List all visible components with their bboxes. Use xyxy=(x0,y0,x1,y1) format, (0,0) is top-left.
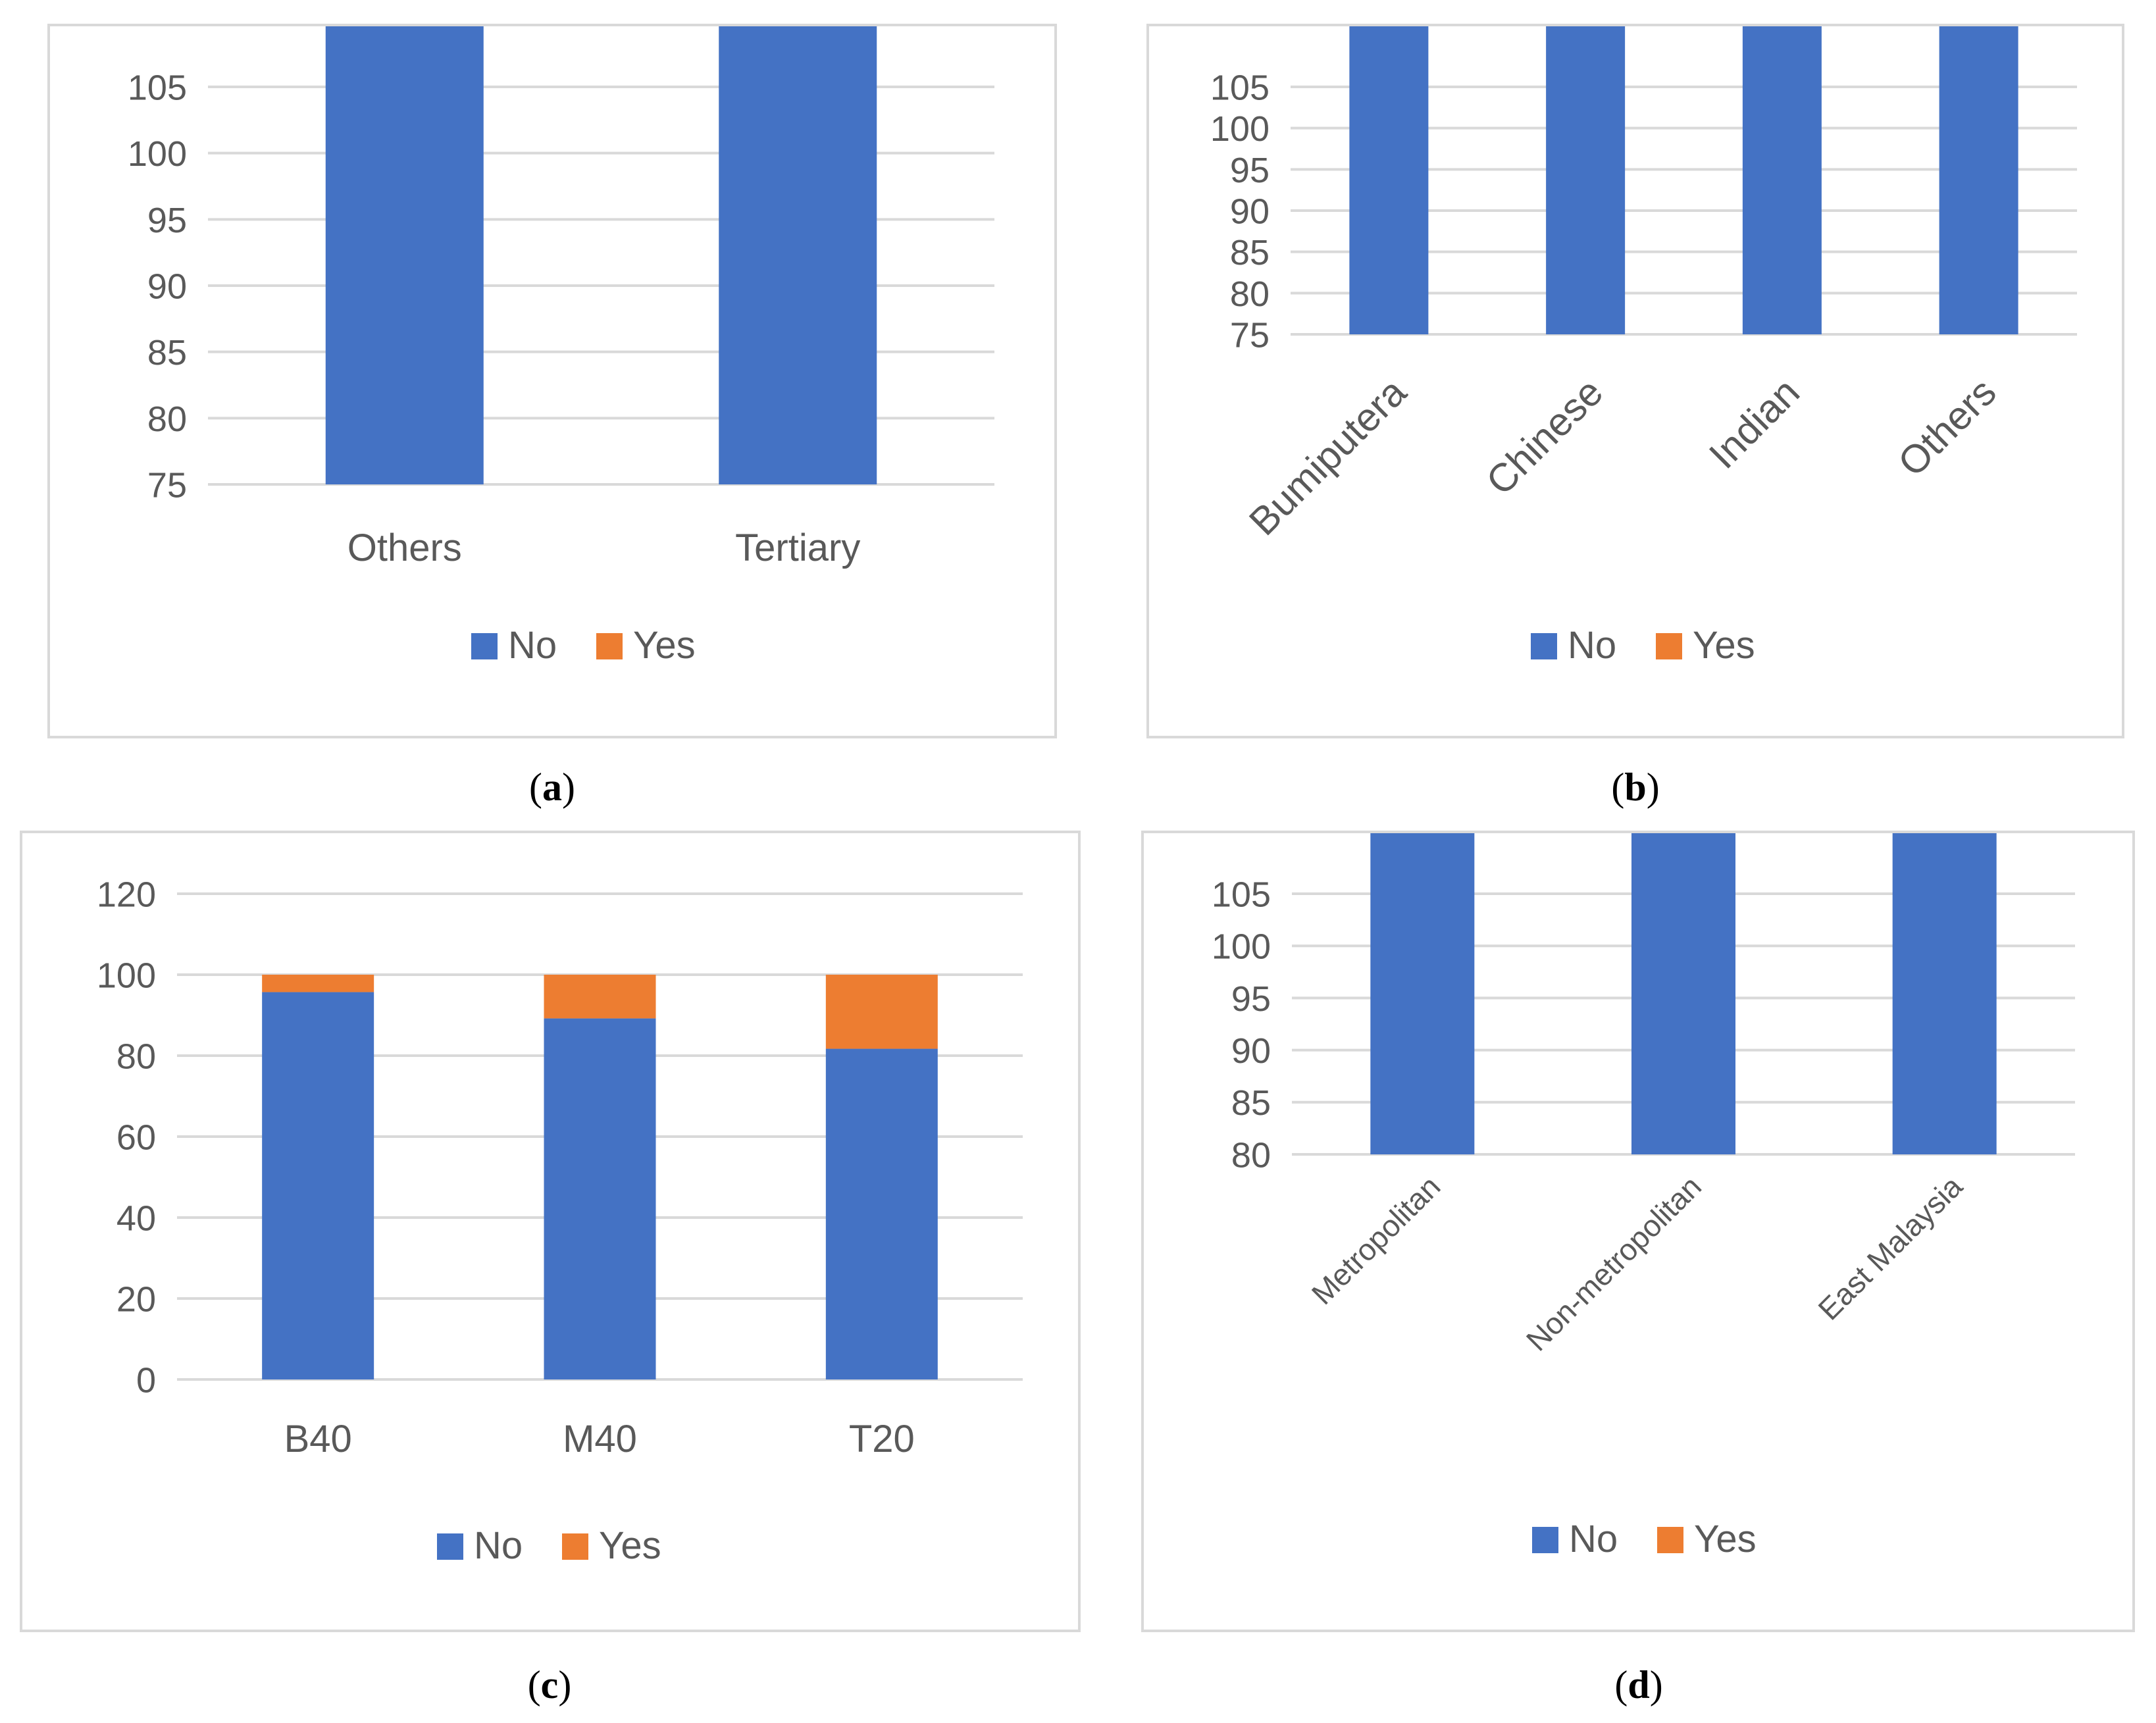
bar-no xyxy=(1546,26,1626,335)
bar-no xyxy=(262,992,374,1379)
y-tick-label: 95 xyxy=(147,201,187,240)
y-tick-label: 85 xyxy=(147,333,187,373)
y-tick-label: 20 xyxy=(116,1279,156,1319)
y-tick-label: 120 xyxy=(97,875,156,914)
chart-panel-d: 80 85 90 95 100 105 Metropolitan Non-metropolit… xyxy=(1141,831,2135,1632)
chart-panel-c: 0 20 40 60 80 100 120 B40 M40 T20 No Yes xyxy=(20,831,1081,1632)
bar-yes xyxy=(544,975,656,1019)
legend-label-yes: Yes xyxy=(1694,1518,1757,1560)
legend-label-no: No xyxy=(474,1524,523,1567)
chart-svg-d: 80 85 90 95 100 105 Metropolitan Non-metropolit… xyxy=(1212,833,2075,1560)
y-tick-label: 90 xyxy=(147,267,187,306)
legend-swatch-yes xyxy=(596,633,623,659)
caption-a: (a) xyxy=(529,765,575,809)
y-tick-label: 100 xyxy=(1210,109,1270,149)
y-tick-label: 60 xyxy=(116,1118,156,1157)
y-tick-label: 75 xyxy=(1230,315,1270,355)
y-tick-label: 105 xyxy=(1212,875,1271,914)
y-tick-label: 0 xyxy=(136,1360,156,1400)
y-tick-label: 40 xyxy=(116,1198,156,1238)
chart-panel-a: 75 80 85 90 95 100 105 Others Tertiary No Yes xyxy=(47,24,1057,738)
bar-no xyxy=(1370,833,1475,1154)
x-category-label: Tertiary xyxy=(735,527,860,569)
caption-d-letter: d xyxy=(1628,1663,1650,1707)
x-category-label: Indian xyxy=(1701,370,1808,477)
y-tick-label: 85 xyxy=(1231,1083,1271,1123)
bar-no xyxy=(825,1048,938,1379)
y-tick-label: 95 xyxy=(1230,151,1270,190)
x-category-label: East Malaysia xyxy=(1811,1169,1969,1327)
x-category-label: Chinese xyxy=(1477,370,1611,503)
y-tick-label: 95 xyxy=(1231,979,1271,1019)
legend-swatch-yes xyxy=(562,1533,588,1560)
caption-a-letter: a xyxy=(542,765,562,809)
legend-label-no: No xyxy=(1568,624,1616,667)
y-tick-label: 105 xyxy=(128,68,187,107)
bar-no xyxy=(1631,833,1735,1154)
bar-yes xyxy=(825,975,938,1049)
y-tick-label: 105 xyxy=(1210,68,1270,107)
chart-svg-c: 0 20 40 60 80 100 120 B40 M40 T20 No Yes xyxy=(97,875,1023,1567)
bar-yes xyxy=(262,975,374,992)
bar-no xyxy=(544,1018,656,1379)
legend-swatch-no xyxy=(1531,633,1557,659)
x-category-label: Metropolitan xyxy=(1305,1169,1447,1311)
x-category-label: B40 xyxy=(284,1418,352,1460)
chart-svg-a: 75 80 85 90 95 100 105 Others Tertiary No Yes xyxy=(128,26,994,667)
y-tick-label: 85 xyxy=(1230,233,1270,272)
x-category-label: Others xyxy=(1889,370,2005,485)
chart-panel-b: 75 80 85 90 95 100 105 Bumiputera Chinese Indian O… xyxy=(1146,24,2124,738)
y-tick-label: 100 xyxy=(1212,927,1271,967)
y-tick-label: 80 xyxy=(147,399,187,439)
legend-swatch-no xyxy=(437,1533,463,1560)
legend-label-yes: Yes xyxy=(599,1524,661,1567)
y-tick-label: 80 xyxy=(1230,274,1270,314)
bar-no xyxy=(1742,26,1822,334)
y-tick-label: 90 xyxy=(1231,1031,1271,1071)
legend-label-yes: Yes xyxy=(1693,624,1755,667)
y-tick-label: 80 xyxy=(1231,1135,1271,1175)
x-category-label: T20 xyxy=(849,1418,915,1460)
x-category-label: M40 xyxy=(563,1418,637,1460)
bar-no xyxy=(1892,833,1997,1155)
y-tick-label: 100 xyxy=(128,134,187,174)
y-tick-label: 90 xyxy=(1230,192,1270,231)
x-category-label: Others xyxy=(347,527,462,569)
caption-b: (b) xyxy=(1611,765,1660,809)
caption-d: (d) xyxy=(1614,1663,1663,1707)
legend-label-no: No xyxy=(1569,1518,1618,1560)
caption-c-letter: c xyxy=(540,1663,559,1707)
legend-swatch-yes xyxy=(1657,1527,1683,1553)
x-category-label: Bumiputera xyxy=(1241,369,1415,544)
bar-no xyxy=(1939,26,2018,334)
legend-label-yes: Yes xyxy=(633,624,696,667)
legend-swatch-no xyxy=(1532,1527,1558,1553)
legend-swatch-no xyxy=(471,633,498,659)
y-tick-label: 75 xyxy=(147,465,187,505)
bar-no xyxy=(1349,26,1429,335)
legend-swatch-yes xyxy=(1656,633,1682,659)
y-tick-label: 80 xyxy=(116,1037,156,1076)
caption-c: (c) xyxy=(527,1663,572,1707)
caption-b-letter: b xyxy=(1624,765,1647,809)
bar-no xyxy=(719,26,877,484)
x-category-label: Non-metropolitan xyxy=(1520,1169,1708,1357)
bar-no xyxy=(325,26,484,484)
legend-label-no: No xyxy=(508,624,557,667)
y-tick-label: 100 xyxy=(97,956,156,995)
